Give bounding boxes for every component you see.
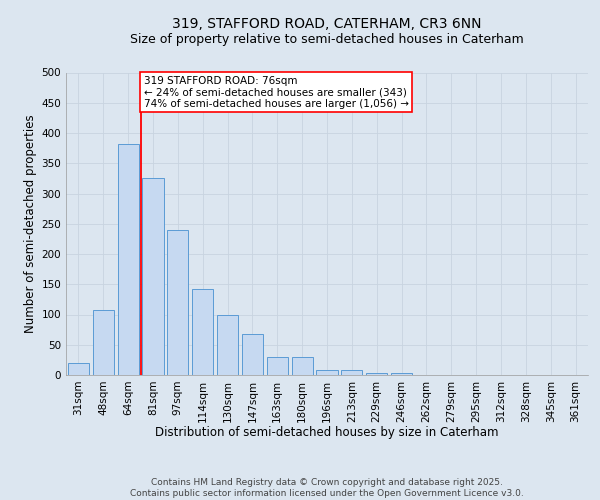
Bar — [142, 178, 164, 375]
Bar — [118, 144, 139, 375]
Text: 319 STAFFORD ROAD: 76sqm
← 24% of semi-detached houses are smaller (343)
74% of : 319 STAFFORD ROAD: 76sqm ← 24% of semi-d… — [143, 76, 409, 108]
Bar — [242, 334, 263, 375]
Bar — [68, 363, 89, 375]
Y-axis label: Number of semi-detached properties: Number of semi-detached properties — [24, 114, 37, 333]
Bar — [217, 314, 238, 375]
Bar — [192, 289, 213, 375]
Bar — [366, 372, 387, 375]
Text: Contains HM Land Registry data © Crown copyright and database right 2025.
Contai: Contains HM Land Registry data © Crown c… — [130, 478, 524, 498]
X-axis label: Distribution of semi-detached houses by size in Caterham: Distribution of semi-detached houses by … — [155, 426, 499, 439]
Bar — [316, 370, 338, 375]
Bar — [292, 357, 313, 375]
Text: 319, STAFFORD ROAD, CATERHAM, CR3 6NN: 319, STAFFORD ROAD, CATERHAM, CR3 6NN — [172, 18, 482, 32]
Bar — [341, 370, 362, 375]
Bar — [391, 372, 412, 375]
Text: Size of property relative to semi-detached houses in Caterham: Size of property relative to semi-detach… — [130, 32, 524, 46]
Bar — [267, 357, 288, 375]
Bar — [93, 310, 114, 375]
Bar — [167, 230, 188, 375]
